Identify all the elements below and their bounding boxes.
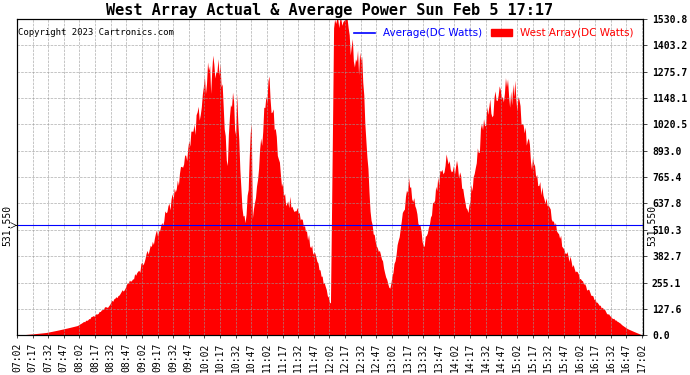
Text: Copyright 2023 Cartronics.com: Copyright 2023 Cartronics.com [17,28,173,38]
Title: West Array Actual & Average Power Sun Feb 5 17:17: West Array Actual & Average Power Sun Fe… [106,3,553,18]
Text: 531.550: 531.550 [3,205,13,246]
Legend: Average(DC Watts), West Array(DC Watts): Average(DC Watts), West Array(DC Watts) [350,24,638,42]
Text: 531.550: 531.550 [647,205,657,246]
